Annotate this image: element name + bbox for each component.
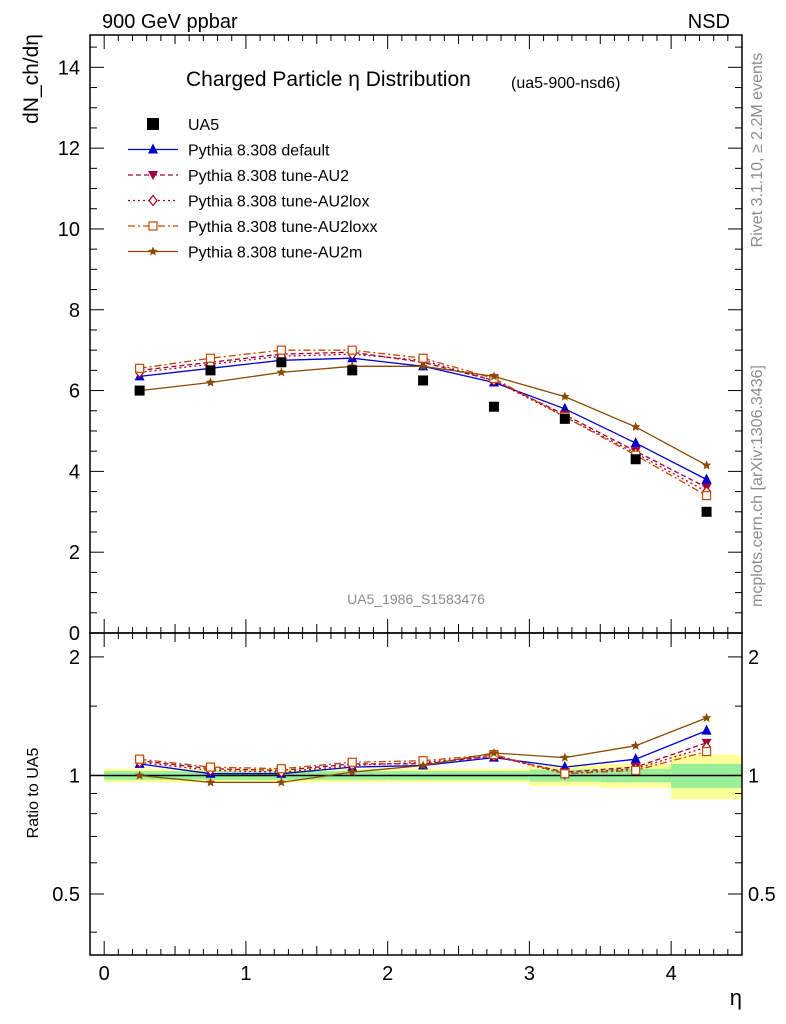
data-point-pythia-8-308-tune-au2loxx (135, 363, 145, 373)
legend-marker (148, 171, 158, 180)
data-point-pythia-8-308-tune-au2loxx (701, 491, 712, 501)
ratio-y-tick-label-right: 0.5 (748, 884, 776, 906)
chart-subtitle: (ua5-900-nsd6) (511, 75, 620, 92)
axis-ticks (90, 35, 743, 955)
y-tick-label: 4 (69, 461, 80, 483)
header-left-label: 900 GeV ppbar (102, 11, 238, 33)
y-tick-label: 6 (69, 381, 80, 403)
x-tick-label: 2 (382, 963, 393, 985)
chart-title: Charged Particle η Distribution (186, 68, 471, 91)
series-line-pythia-8-308-tune-au2 (139, 351, 707, 489)
legend-label: Pythia 8.308 tune-AU2loxx (188, 219, 377, 236)
x-tick-label: 4 (666, 963, 677, 985)
legend-marker (148, 246, 158, 256)
data-point-ua5 (276, 357, 287, 368)
legend-label: Pythia 8.308 tune-AU2lox (188, 194, 369, 211)
data-point-pythia-8-308-tune-au2m (630, 421, 641, 431)
x-axis-label: η (730, 985, 742, 1010)
y-tick-label: 10 (58, 219, 80, 241)
ratio-point-pythia-8-308-tune-au2m (205, 777, 216, 787)
data-point-ua5 (418, 375, 429, 386)
data-point-ua5 (347, 365, 358, 376)
legend-marker (148, 221, 158, 231)
data-point-ua5 (630, 454, 641, 465)
ratio-line-pythia-8-308-tune-au2loxx (139, 750, 707, 775)
x-tick-label: 0 (99, 963, 110, 985)
legend-label: Pythia 8.308 tune-AU2 (188, 168, 349, 185)
ratio-y-tick-label: 0.5 (52, 884, 80, 906)
ratio-uncertainty-bands (90, 754, 742, 800)
ratio-point-pythia-8-308-tune-au2loxx (631, 765, 641, 775)
legend-label: Pythia 8.308 tune-AU2m (188, 245, 362, 262)
analysis-watermark: UA5_1986_S1583476 (347, 591, 485, 607)
ratio-point-pythia-8-308-tune-au2loxx (276, 764, 286, 774)
legend-marker (147, 118, 159, 130)
ratio-point-pythia-8-308-default (701, 724, 712, 735)
ratio-point-pythia-8-308-tune-au2loxx (135, 754, 145, 764)
legend-label: Pythia 8.308 default (188, 143, 330, 160)
y-axis-label: dN_ch/dη (20, 34, 43, 124)
data-point-ua5 (701, 506, 712, 517)
x-tick-label: 1 (240, 963, 251, 985)
data-point-pythia-8-308-tune-au2m (276, 367, 287, 377)
ratio-point-pythia-8-308-default (630, 753, 641, 764)
data-point-pythia-8-308-tune-au2m (418, 361, 428, 371)
data-point-pythia-8-308-tune-au2m (205, 377, 216, 387)
ratio-point-pythia-8-308-tune-au2loxx (701, 746, 712, 757)
data-point-pythia-8-308-tune-au2loxx (276, 345, 286, 355)
ratio-y-tick-label-right: 2 (748, 647, 759, 669)
legend-label: UA5 (188, 117, 219, 134)
ratio-point-pythia-8-308-tune-au2m (418, 760, 428, 770)
ratio-point-pythia-8-308-tune-au2m (134, 770, 145, 780)
legend: UA5 Pythia 8.308 default Pythia 8.308 tune… (128, 117, 377, 262)
data-point-pythia-8-308-tune-au2loxx (205, 353, 216, 363)
ratio-y-tick-label: 2 (69, 647, 80, 669)
header-right-label: NSD (688, 11, 730, 33)
series-line-pythia-8-308-tune-au2loxx (139, 349, 707, 497)
data-point-ua5 (205, 365, 216, 376)
ratio-point-pythia-8-308-tune-au2loxx (560, 769, 570, 779)
data-point-pythia-8-308-tune-au2m (560, 391, 570, 401)
ratio-point-pythia-8-308-tune-au2loxx (347, 757, 357, 767)
ratio-y-tick-label-right: 1 (748, 765, 759, 787)
ratio-point-pythia-8-308-tune-au2m (347, 767, 357, 777)
ratio-point-pythia-8-308-tune-au2loxx (205, 762, 216, 772)
ratio-point-pythia-8-308-tune-au2m (489, 748, 499, 758)
series-layer (134, 345, 712, 787)
ratio-y-axis-label: Ratio to UA5 (25, 748, 42, 839)
ratio-y-tick-label: 1 (69, 765, 80, 787)
data-point-pythia-8-308-tune-au2m (701, 460, 712, 470)
rivet-version-label: Rivet 3.1.10, ≥ 2.2M events (749, 53, 766, 248)
data-point-pythia-8-308-tune-au2m (489, 371, 499, 381)
y-tick-label: 2 (69, 542, 80, 564)
data-point-ua5 (488, 401, 499, 412)
y-tick-label: 0 (69, 623, 80, 645)
ratio-point-pythia-8-308-tune-au2m (276, 777, 287, 787)
ratio-plot-frame (89, 632, 743, 956)
data-point-ua5 (134, 385, 145, 396)
ratio-point-pythia-8-308-tune-au2m (560, 752, 570, 762)
data-point-pythia-8-308-tune-au2loxx (418, 353, 428, 363)
plot-frames (89, 34, 743, 956)
y-tick-label: 8 (69, 300, 80, 322)
series-line-pythia-8-308-tune-au2lox (139, 353, 707, 493)
legend-marker (148, 194, 158, 207)
data-point-pythia-8-308-default (630, 437, 641, 448)
ratio-line-pythia-8-308-tune-au2lox (139, 746, 707, 775)
data-point-ua5 (559, 413, 570, 424)
mcplots-label: mcplots.cern.ch [arXiv:1306.3436] (749, 365, 766, 607)
data-point-pythia-8-308-default (701, 473, 712, 484)
y-tick-label: 14 (58, 57, 80, 79)
ratio-point-pythia-8-308-tune-au2m (630, 740, 641, 750)
ratio-point-pythia-8-308-tune-au2m (701, 712, 712, 722)
data-point-pythia-8-308-default (559, 402, 570, 413)
x-tick-label: 3 (524, 963, 535, 985)
y-tick-label: 12 (58, 138, 80, 160)
legend-marker (148, 143, 158, 154)
data-point-pythia-8-308-tune-au2loxx (347, 345, 357, 355)
